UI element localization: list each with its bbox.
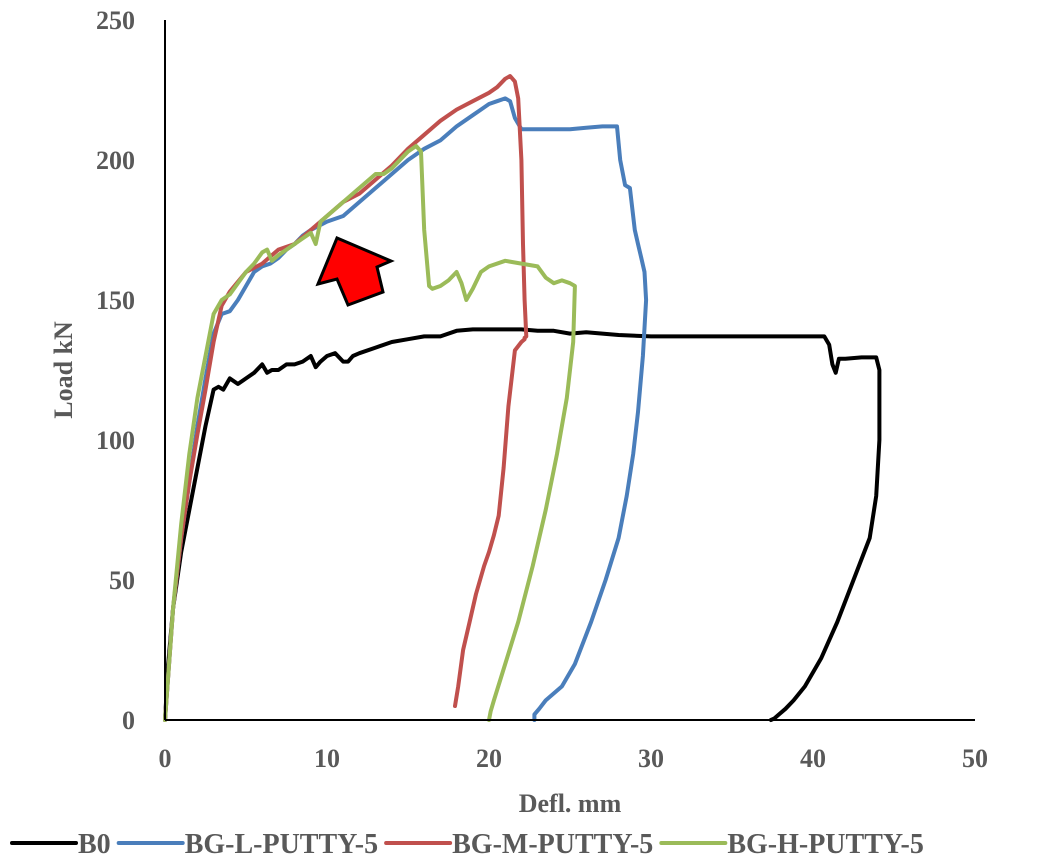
series-line-b0	[163, 327, 882, 722]
y-tick-label: 50	[109, 566, 135, 595]
y-tick-label: 0	[122, 706, 135, 735]
y-axis-title: Load kN	[49, 321, 78, 419]
series-line-bg-h-putty-5	[163, 144, 577, 722]
y-tick-label: 200	[96, 146, 135, 175]
x-tick-label: 0	[159, 744, 172, 773]
legend-label: BG-H-PUTTY-5	[727, 829, 924, 860]
y-tick-label: 250	[96, 6, 135, 35]
legend-label: B0	[78, 829, 111, 860]
legend: B0 BG-L-PUTTY-5 BG-M-PUTTY-5 BG-H-PUTTY-5	[10, 829, 924, 860]
x-tick-label: 40	[800, 744, 826, 773]
y-tick-label: 150	[96, 286, 135, 315]
y-tick-labels: 0 50 100 150 200 250	[96, 6, 135, 735]
x-tick-label: 10	[314, 744, 340, 773]
x-tick-label: 30	[638, 744, 664, 773]
plot-area	[163, 74, 882, 722]
y-tick-label: 100	[96, 426, 135, 455]
series-line-bg-l-putty-5	[163, 96, 649, 722]
x-tick-label: 50	[962, 744, 988, 773]
red-arrow-annotation	[315, 236, 395, 307]
legend-label: BG-L-PUTTY-5	[185, 829, 378, 860]
legend-label: BG-M-PUTTY-5	[452, 829, 653, 860]
series-line-bg-m-putty-5	[163, 74, 529, 722]
x-tick-labels: 0 10 20 30 40 50	[159, 744, 989, 773]
red-arrow-icon	[315, 236, 395, 307]
x-tick-label: 20	[476, 744, 502, 773]
x-axis-title: Defl. mm	[519, 789, 622, 818]
